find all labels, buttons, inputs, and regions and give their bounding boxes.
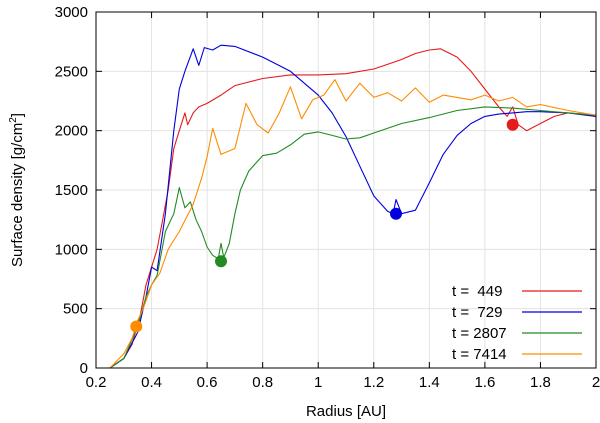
y-tick-label: 3000 bbox=[55, 4, 88, 21]
legend-label-3: t = 2807 bbox=[452, 325, 507, 342]
y-tick-label: 1500 bbox=[55, 182, 88, 199]
y-axis-title-main: Surface density [g/cm bbox=[9, 123, 26, 267]
x-tick-label: 0.8 bbox=[252, 374, 273, 391]
legend-label-4: t = 7414 bbox=[452, 346, 507, 363]
x-axis-title: Radius [AU] bbox=[306, 403, 386, 420]
marker-layer bbox=[130, 118, 519, 333]
series-line-3 bbox=[109, 106, 597, 369]
series-marker-3 bbox=[215, 255, 227, 268]
y-axis-title-sup: 2 bbox=[8, 117, 19, 123]
x-tick-label: 1.6 bbox=[474, 374, 495, 391]
grid-layer bbox=[96, 12, 596, 368]
series-line-2 bbox=[109, 44, 597, 369]
y-tick-label: 2000 bbox=[55, 123, 88, 140]
y-tick-label: 2500 bbox=[55, 63, 88, 80]
legend-label-2: t = 729 bbox=[452, 304, 502, 321]
tick-layer: 0.2 0.4 0.6 0.8 1 1.2 1.4 1.6 1.8 2 0 500 1000 1500 20… bbox=[55, 4, 600, 391]
x-tick-label: 2 bbox=[592, 374, 600, 391]
series-layer bbox=[109, 44, 597, 369]
y-tick-label: 500 bbox=[63, 301, 88, 318]
y-tick-label: 0 bbox=[80, 360, 88, 377]
x-tick-label: 0.2 bbox=[86, 374, 107, 391]
legend-label-1: t = 449 bbox=[452, 283, 502, 300]
x-tick-label: 0.6 bbox=[197, 374, 218, 391]
x-tick-label: 1.2 bbox=[363, 374, 384, 391]
y-axis-title: Surface density [g/cm2] bbox=[8, 113, 26, 267]
legend: t = 449 t = 729 t = 2807 t = 7414 bbox=[452, 283, 582, 363]
series-line-4 bbox=[109, 79, 597, 369]
x-tick-label: 0.4 bbox=[141, 374, 162, 391]
series-marker-4 bbox=[130, 320, 143, 333]
x-tick-label: 1.8 bbox=[530, 374, 551, 391]
y-axis-title-end: ] bbox=[9, 113, 26, 117]
series-line-1 bbox=[109, 48, 597, 369]
series-marker-2 bbox=[390, 207, 402, 220]
y-tick-label: 1000 bbox=[55, 241, 88, 258]
series-marker-1 bbox=[506, 118, 519, 131]
x-tick-label: 1 bbox=[314, 374, 322, 391]
x-tick-label: 1.4 bbox=[419, 374, 440, 391]
